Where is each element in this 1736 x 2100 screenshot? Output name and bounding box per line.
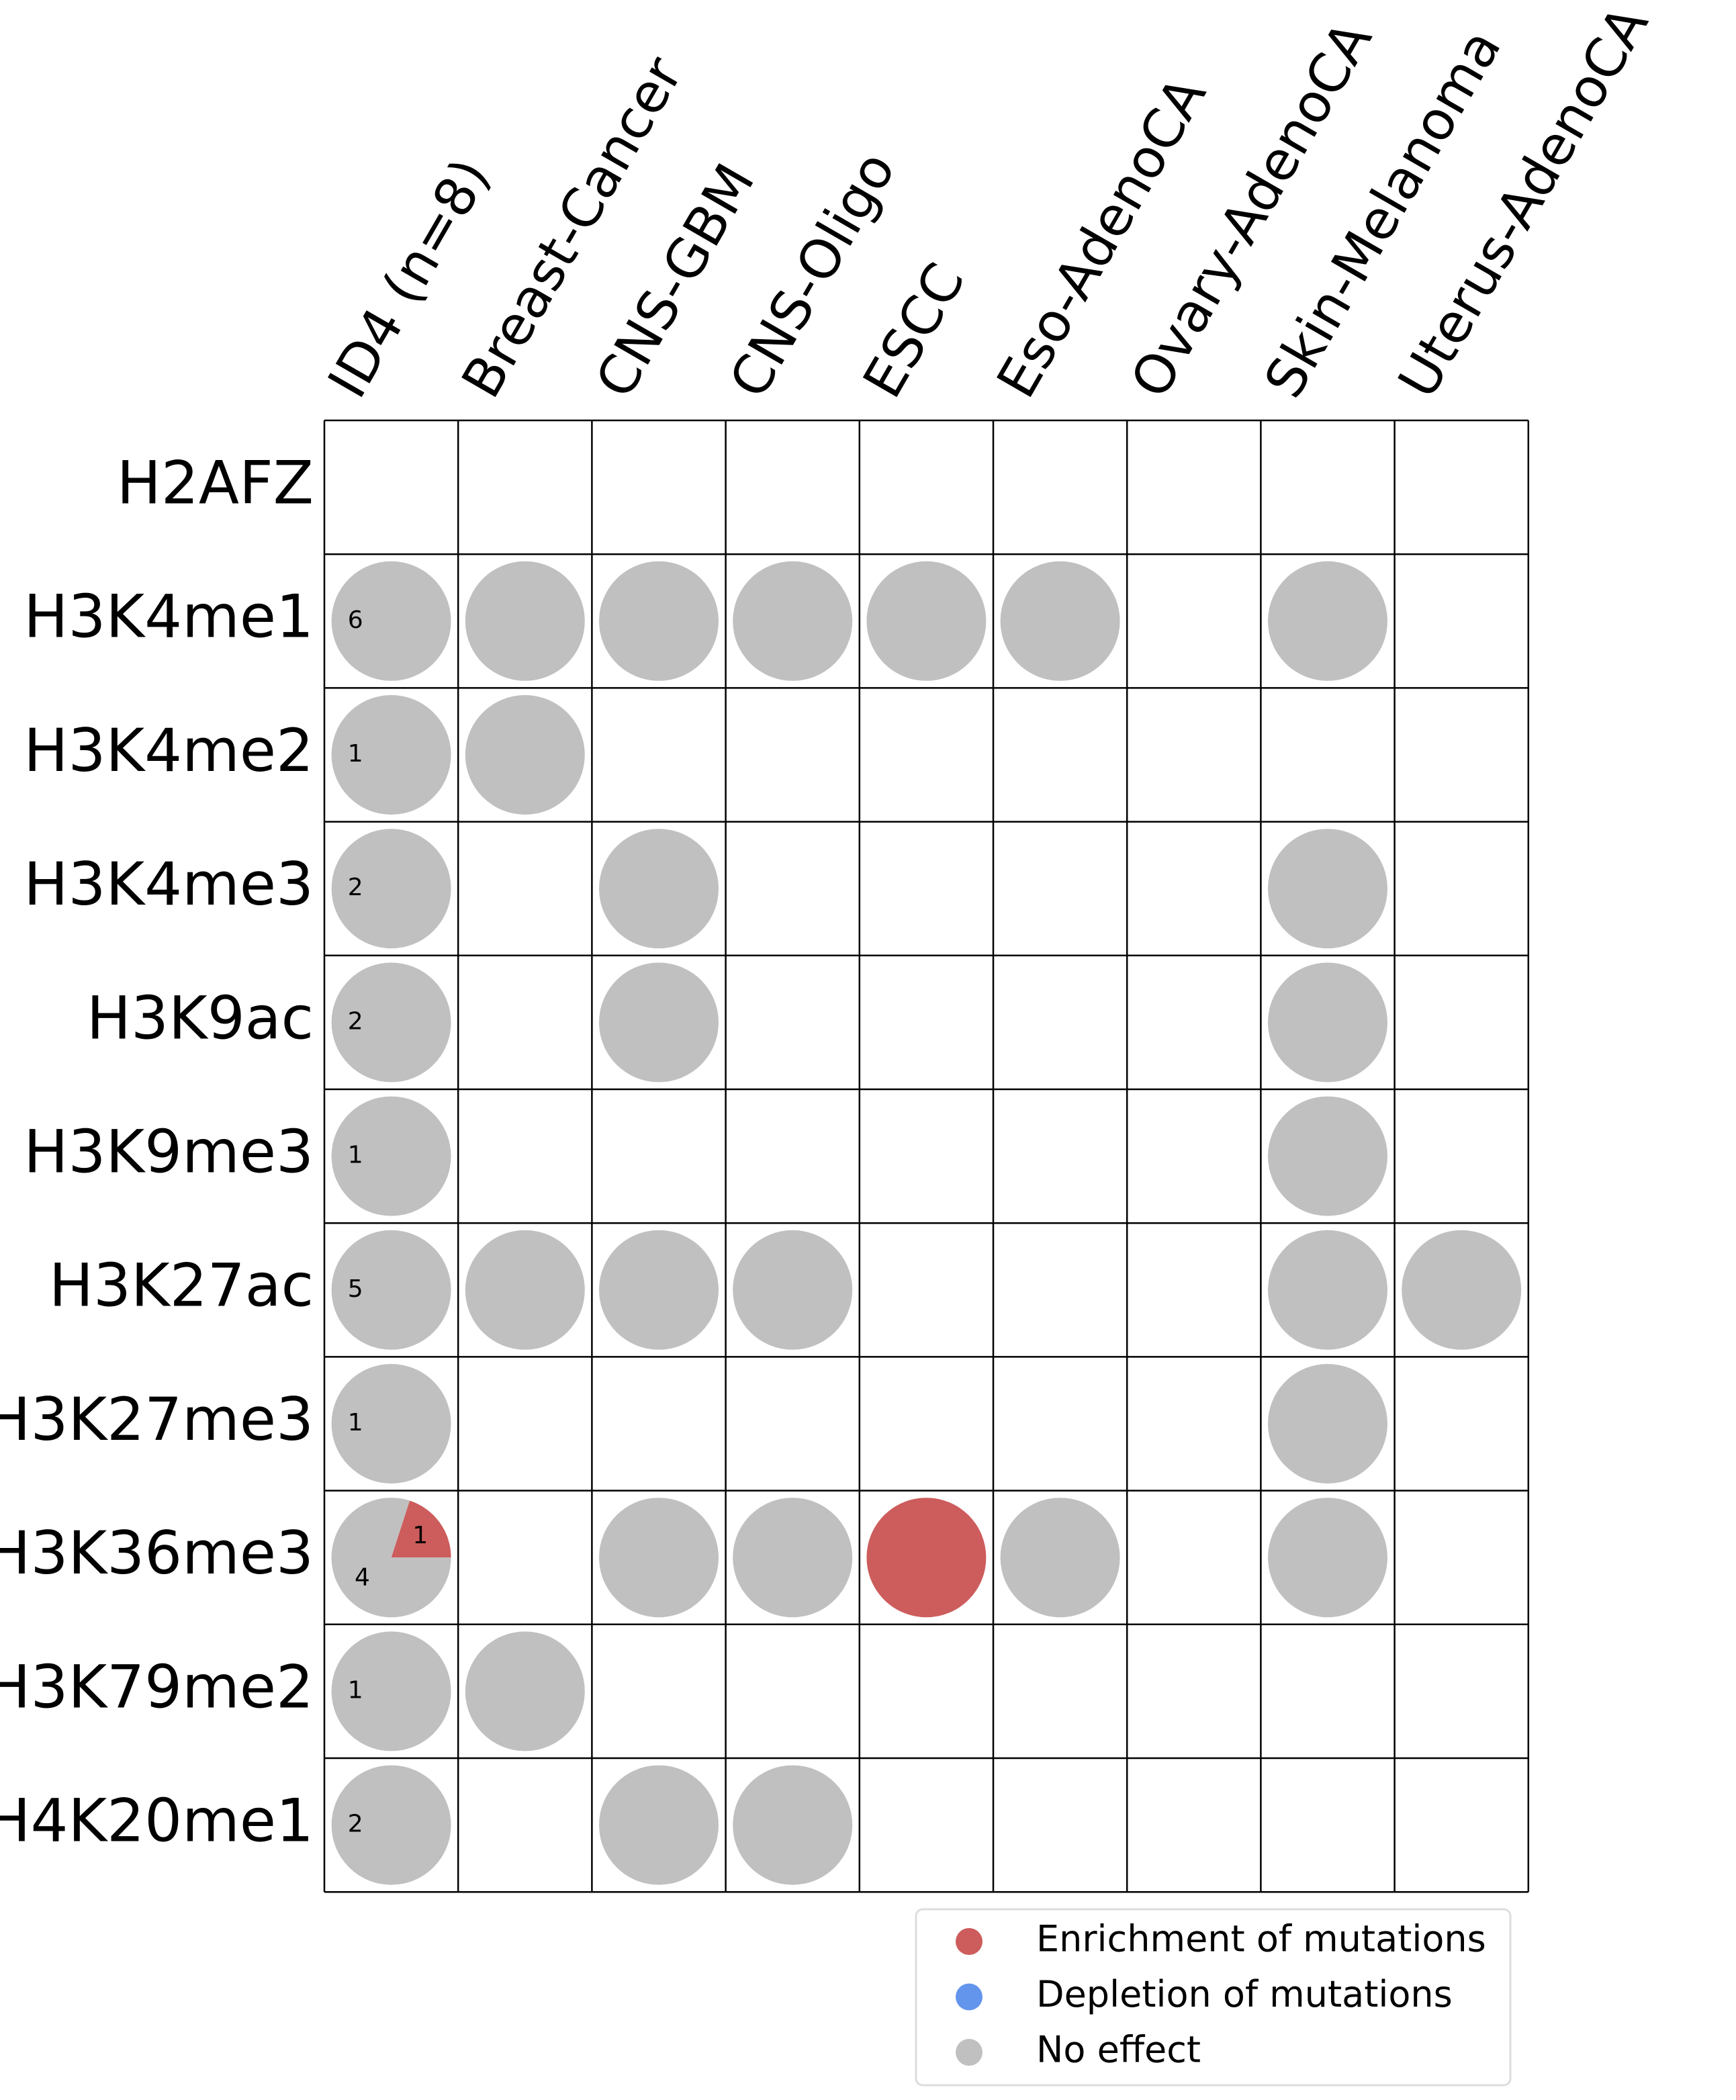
dot — [1268, 829, 1387, 949]
count-label: 1 — [412, 1522, 428, 1549]
legend-marker — [956, 1928, 983, 1955]
pie-wedge — [331, 1364, 451, 1483]
pie-wedge — [331, 1498, 451, 1618]
column-label: Uterus-AdenoCA — [1386, 0, 1660, 408]
dot — [599, 1765, 719, 1885]
row-label: H3K4me1 — [24, 582, 314, 651]
dot — [599, 1230, 719, 1350]
count-label: 5 — [348, 1275, 363, 1303]
dot — [1000, 1498, 1120, 1618]
dot — [1268, 1230, 1387, 1350]
count-label: 2 — [348, 1811, 363, 1838]
count-label: 1 — [348, 1142, 363, 1169]
column-label: Ovary-AdenoCA — [1119, 11, 1384, 408]
dot — [599, 1498, 719, 1618]
dot — [733, 1498, 853, 1618]
column-label: ESCC — [851, 253, 976, 408]
dot — [599, 829, 719, 949]
row-label: H3K27ac — [49, 1251, 314, 1320]
row-label: H3K9me3 — [24, 1117, 314, 1187]
dot — [599, 962, 719, 1083]
pie-wedge — [331, 1765, 451, 1885]
pie-wedge — [331, 962, 451, 1083]
legend-label: Depletion of mutations — [1036, 1973, 1453, 2015]
row-label: H3K36me3 — [0, 1518, 314, 1588]
row-label: H3K4me3 — [24, 850, 314, 919]
legend-marker — [956, 2039, 983, 2066]
dot — [1268, 962, 1387, 1083]
dot — [465, 1230, 585, 1350]
row-label: H2AFZ — [117, 449, 314, 518]
pie-wedge — [331, 695, 451, 815]
dot — [866, 1498, 987, 1618]
count-label: 4 — [355, 1564, 370, 1592]
dot — [866, 561, 987, 681]
legend-marker — [956, 1983, 983, 2011]
count-label: 1 — [348, 740, 363, 768]
pie-wedge — [331, 1096, 451, 1216]
row-label: H4K20me1 — [0, 1786, 314, 1856]
legend-label: Enrichment of mutations — [1036, 1918, 1486, 1960]
dot — [465, 561, 585, 681]
dot — [1268, 561, 1387, 681]
count-label: 2 — [348, 874, 363, 901]
count-label: 6 — [348, 606, 363, 634]
count-label: 1 — [348, 1676, 363, 1704]
dot — [1402, 1230, 1522, 1350]
pie-wedge — [331, 1230, 451, 1350]
dot — [465, 1631, 585, 1751]
dot — [1000, 561, 1120, 681]
row-label: H3K4me2 — [24, 716, 314, 785]
count-label: 1 — [348, 1409, 363, 1436]
dot — [733, 561, 853, 681]
dot — [599, 561, 719, 681]
dot — [733, 1765, 853, 1885]
dot — [733, 1230, 853, 1350]
dot — [1268, 1498, 1387, 1618]
dot — [1268, 1096, 1387, 1216]
count-label: 2 — [348, 1007, 363, 1035]
pie-wedge — [331, 561, 451, 681]
row-label: H3K9ac — [87, 983, 314, 1052]
row-label: H3K27me3 — [0, 1385, 314, 1454]
pie-wedge — [391, 1500, 451, 1558]
legend-box — [915, 1908, 1512, 2087]
dot — [465, 695, 585, 815]
row-label: H3K79me2 — [0, 1652, 314, 1721]
pie-wedge — [331, 829, 451, 949]
pie-wedge — [331, 1631, 451, 1751]
legend-label: No effect — [1036, 2029, 1201, 2071]
dot — [1268, 1364, 1387, 1483]
